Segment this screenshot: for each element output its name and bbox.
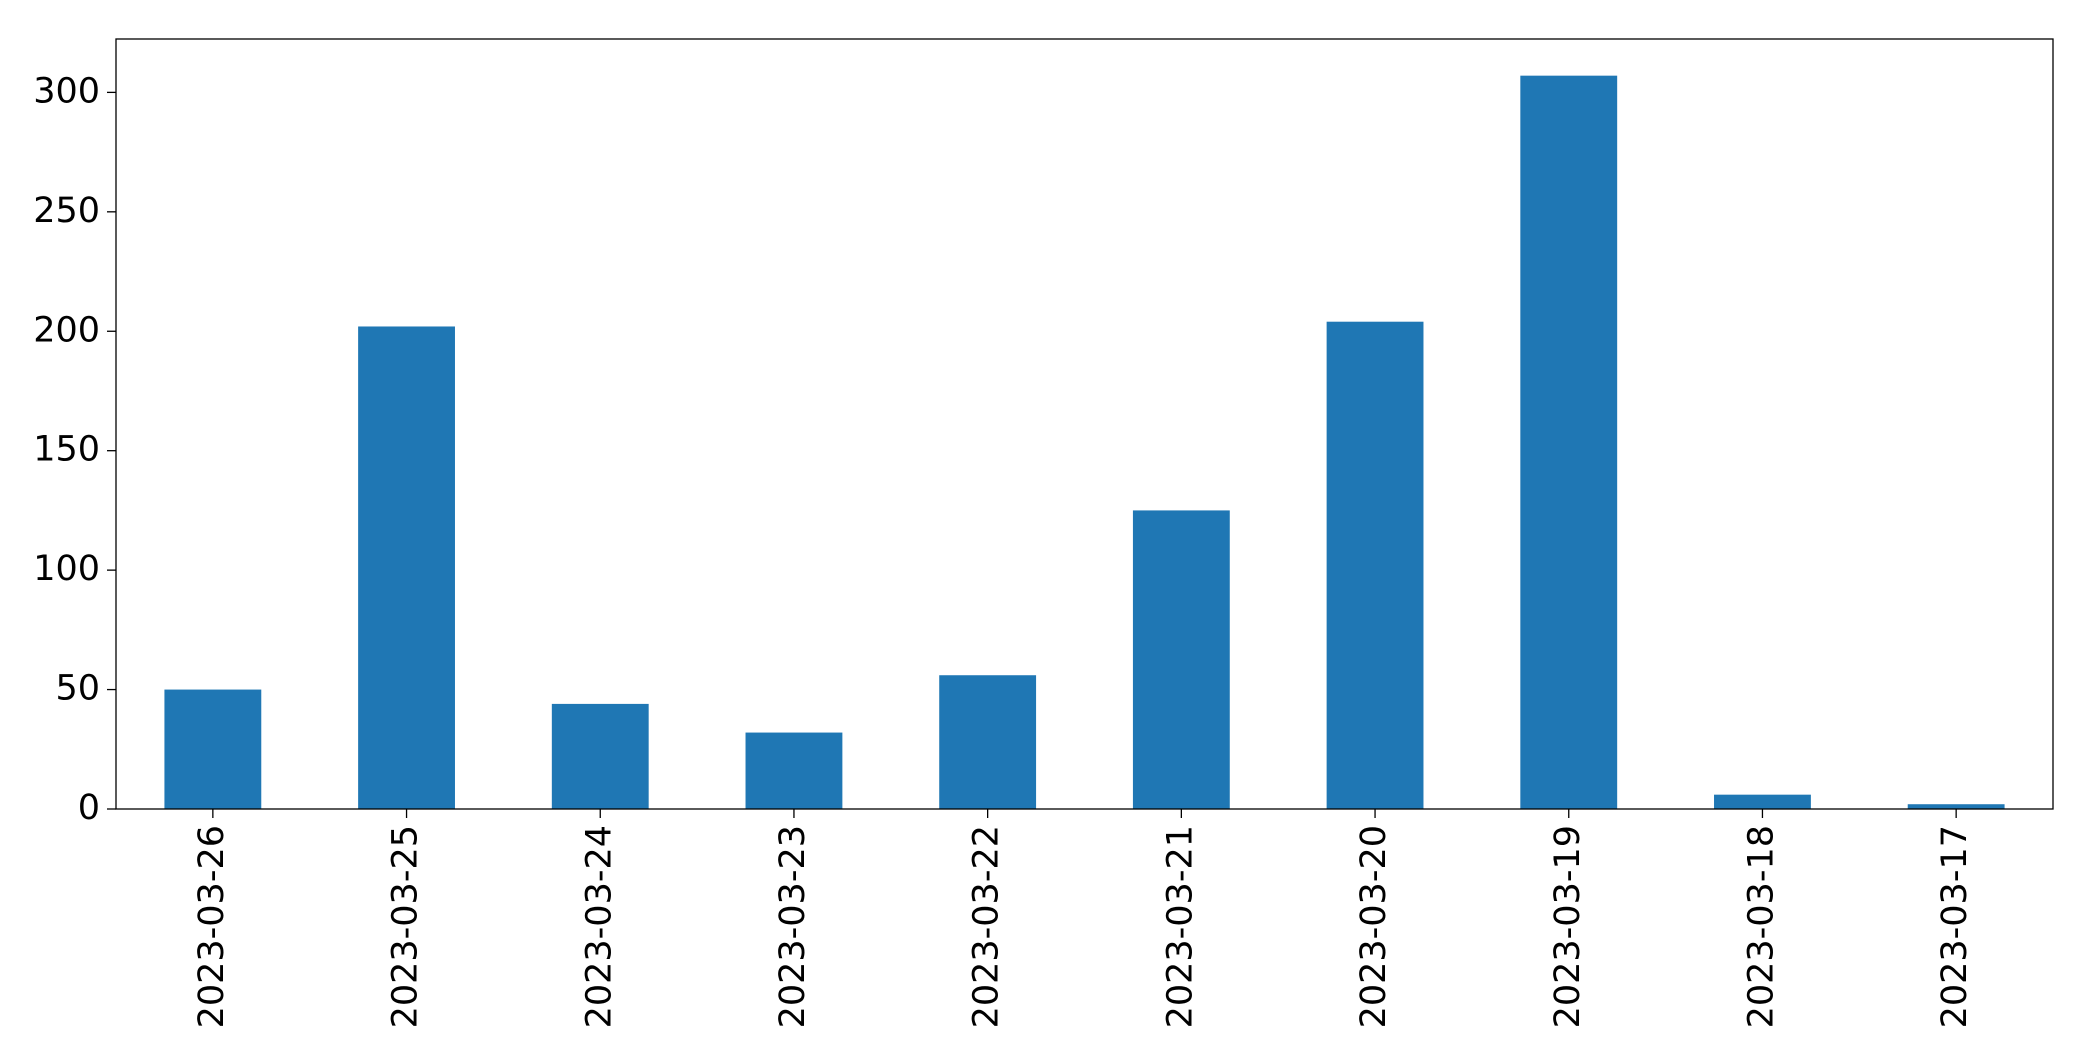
x-tick-label: 2023-03-20 [1354, 825, 1394, 1028]
bar [1326, 321, 1424, 809]
x-tick-label: 2023-03-23 [773, 825, 813, 1028]
y-tick-label: 50 [55, 669, 100, 709]
x-tick-label: 2023-03-18 [1741, 825, 1781, 1028]
x-tick-label: 2023-03-22 [967, 825, 1007, 1028]
x-tick-label: 2023-03-26 [192, 825, 232, 1028]
y-tick-label: 200 [33, 310, 100, 350]
y-tick-label: 100 [33, 549, 100, 589]
bar [164, 689, 262, 809]
axes-frame [115, 38, 2054, 810]
y-tick-label: 300 [33, 71, 100, 111]
bar [358, 326, 455, 809]
x-tick-label: 2023-03-24 [579, 825, 619, 1028]
x-tick-label: 2023-03-21 [1160, 825, 1200, 1028]
y-tick-label: 0 [78, 788, 100, 828]
x-tick-label: 2023-03-17 [1935, 825, 1975, 1028]
y-tick-label: 250 [33, 191, 100, 231]
bar [1520, 75, 1618, 809]
bar [1907, 804, 2005, 809]
bar [1132, 510, 1230, 809]
bar [551, 703, 649, 809]
bar [1714, 794, 1811, 809]
bar [939, 675, 1037, 809]
x-tick-label: 2023-03-25 [386, 825, 426, 1028]
y-tick-label: 150 [33, 430, 100, 470]
bar [745, 732, 843, 809]
x-tick-label: 2023-03-19 [1548, 825, 1588, 1028]
